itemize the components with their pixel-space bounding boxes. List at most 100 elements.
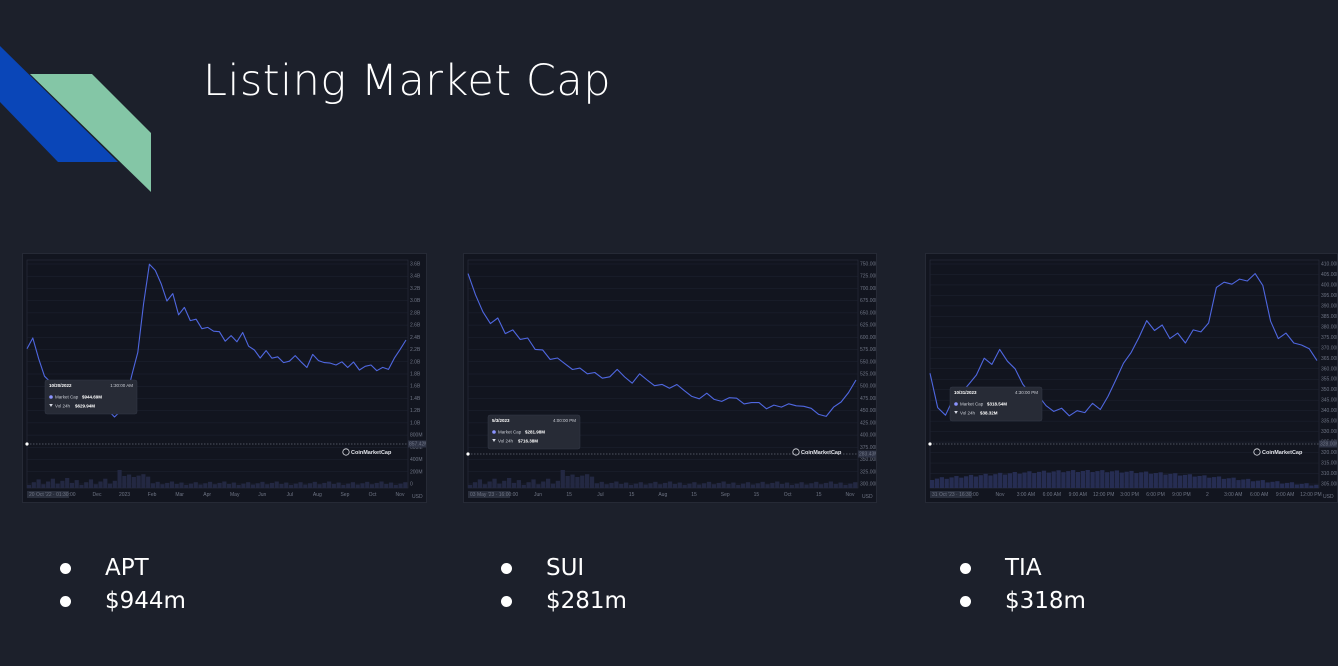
volume-bar xyxy=(784,482,790,488)
y-tick-label: 450.00M xyxy=(860,408,876,414)
start-date-label: 03 May '23 · 16:00:00 xyxy=(470,492,518,498)
volume-bar xyxy=(511,482,517,488)
volume-bar xyxy=(1007,473,1013,488)
y-tick-label: 600M xyxy=(410,445,423,451)
volume-bar xyxy=(745,482,751,488)
y-tick-label: 380.00M xyxy=(1321,324,1337,330)
bullet-item: TIA xyxy=(958,552,1086,585)
current-value-box xyxy=(1319,440,1337,448)
currency-label: USD xyxy=(1323,494,1334,500)
volume-bar xyxy=(1109,471,1115,488)
start-label-box xyxy=(930,491,972,498)
volume-bar xyxy=(146,476,151,488)
y-tick-label: 2.0B xyxy=(410,359,421,365)
y-tick-label: 3.4B xyxy=(410,274,421,280)
watermark-text: CoinMarketCap xyxy=(351,450,392,456)
volume-bar xyxy=(1134,473,1139,488)
volume-bar xyxy=(1114,470,1120,488)
y-tick-label: 325.00M xyxy=(860,469,876,475)
volume-bar xyxy=(819,484,824,488)
volume-bar xyxy=(814,481,819,488)
volume-bar xyxy=(1163,474,1168,488)
volume-icon xyxy=(954,411,958,414)
volume-bar xyxy=(1046,472,1051,488)
volume-bar xyxy=(939,477,944,488)
volume-bar xyxy=(298,482,303,488)
x-tick-label: Sep xyxy=(340,492,349,498)
x-tick-label: Nov xyxy=(996,492,1005,498)
volume-bar xyxy=(1056,470,1061,488)
y-tick-label: 0 xyxy=(410,482,413,488)
x-tick-label: 9:00 AM xyxy=(1276,492,1294,498)
volume-bar xyxy=(150,483,155,488)
volume-bar xyxy=(379,481,384,488)
y-tick-label: 320.00M xyxy=(1321,450,1337,456)
y-tick-label: 370.00M xyxy=(1321,345,1337,351)
volume-bar xyxy=(50,478,55,488)
volume-bar xyxy=(303,484,308,488)
volume-bar xyxy=(1255,480,1261,488)
volume-bar xyxy=(88,479,94,488)
volume-bar xyxy=(677,482,682,488)
volume-bar xyxy=(770,482,775,488)
y-tick-label: 375.00M xyxy=(1321,335,1337,341)
volume-bar xyxy=(46,481,51,488)
tooltip-volume-label: Vol 24h xyxy=(498,439,514,444)
y-tick-label: 375.00M xyxy=(860,445,876,451)
volume-bar xyxy=(1153,473,1158,488)
x-tick-label: 3:00 AM xyxy=(1017,492,1035,498)
volume-bar xyxy=(322,482,327,488)
market-cap-icon xyxy=(954,402,958,406)
bullet-text: SUI xyxy=(546,555,585,581)
volume-bar xyxy=(614,481,619,488)
volume-bar xyxy=(487,481,492,488)
tooltip-market-cap-value: $318.54M xyxy=(987,402,1007,407)
x-tick-label: 9:00 PM xyxy=(1172,492,1191,498)
volume-bar xyxy=(355,484,360,488)
volume-bar xyxy=(585,474,590,488)
volume-bar xyxy=(255,483,260,488)
y-tick-label: 200M xyxy=(410,469,423,475)
volume-bar xyxy=(1207,477,1212,488)
bullet-text: $281m xyxy=(546,588,627,614)
volume-bar xyxy=(1231,477,1236,488)
tooltip-market-cap-label: Market Cap xyxy=(498,430,522,435)
x-tick-label: Aug xyxy=(313,492,322,498)
volume-bar xyxy=(1177,475,1183,488)
bullet-dot-icon xyxy=(960,563,971,574)
tooltip-volume-label: Vol 24h xyxy=(55,404,71,409)
volume-bar xyxy=(993,474,998,488)
volume-bar xyxy=(1129,470,1134,488)
volume-bar xyxy=(112,480,117,488)
volume-bar xyxy=(697,484,702,488)
volume-bar xyxy=(1119,472,1124,488)
slide-title: Listing Market Cap xyxy=(203,56,611,106)
volume-bar xyxy=(964,476,969,488)
volume-bar xyxy=(74,480,79,488)
volume-bar xyxy=(799,482,804,488)
left-marker-icon xyxy=(466,452,470,456)
volume-bar xyxy=(750,484,756,488)
volume-bar xyxy=(1158,472,1163,488)
volume-bar xyxy=(1071,470,1076,488)
volume-bar xyxy=(944,478,949,488)
y-tick-label: 3.0B xyxy=(410,298,421,304)
volume-bar xyxy=(934,478,940,488)
volume-bar xyxy=(327,481,332,488)
volume-bar xyxy=(1148,473,1154,488)
tia-chart-panel: 410.00M 405.00M 400.00M 395.00M 390.00M 385.0… xyxy=(925,253,1338,503)
volume-bar xyxy=(284,482,289,488)
volume-bar xyxy=(633,483,639,488)
volume-bar xyxy=(136,475,141,488)
volume-bar xyxy=(1265,482,1270,488)
volume-bar xyxy=(828,481,834,488)
tooltip-market-cap-value: $944.69M xyxy=(82,395,102,400)
bullet-text: TIA xyxy=(1005,555,1042,581)
y-tick-label: 350.00M xyxy=(860,457,876,463)
y-tick-label: 475.00M xyxy=(860,396,876,402)
y-tick-label: 2.6B xyxy=(410,323,421,329)
volume-bar xyxy=(179,482,184,488)
x-tick-label: Jul xyxy=(597,492,603,498)
volume-bar xyxy=(1124,471,1129,488)
volume-bar xyxy=(1012,471,1017,488)
